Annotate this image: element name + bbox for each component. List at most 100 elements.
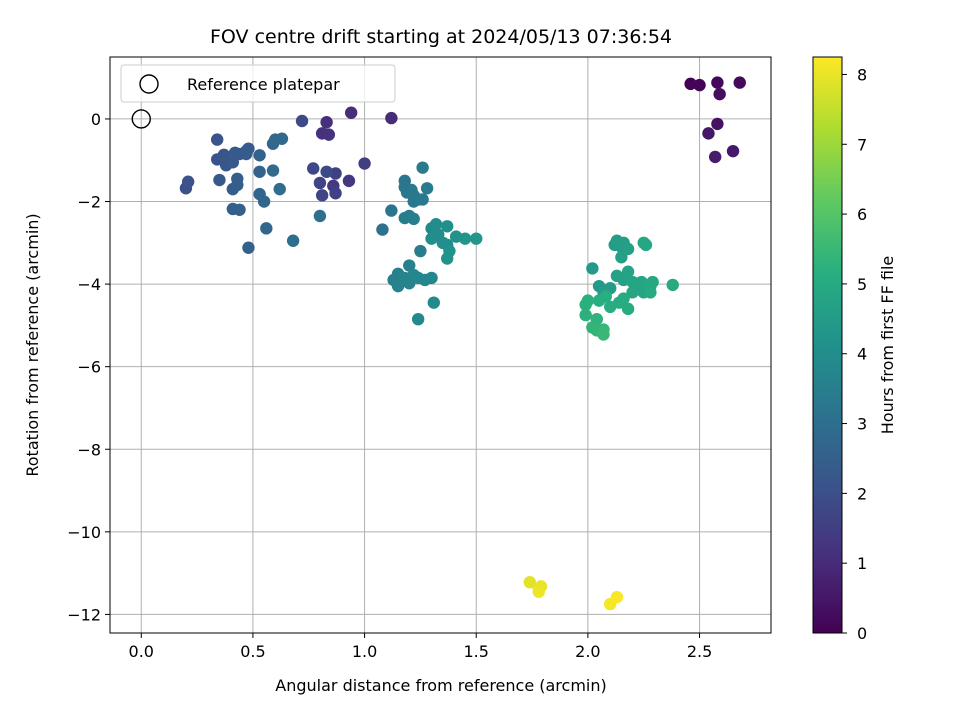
legend-marker-icon (139, 74, 159, 94)
data-point (376, 223, 389, 236)
data-point (391, 279, 405, 293)
colorbar-tick-label: 2 (857, 484, 867, 503)
data-point (313, 209, 327, 223)
data-point (213, 173, 226, 187)
data-point (579, 298, 592, 311)
reference-platepar-marker (131, 109, 151, 129)
plot-area (110, 57, 771, 633)
data-point (713, 87, 726, 101)
y-tick-label: −10 (67, 523, 101, 542)
data-point (579, 308, 592, 322)
data-point (416, 161, 429, 174)
colorbar-tick-label: 5 (857, 275, 867, 294)
x-tick-label: 0.5 (240, 642, 265, 661)
data-point (295, 114, 309, 128)
colorbar-tick-label: 3 (857, 415, 867, 434)
colorbar-ticks: 0 1 2 3 4 5 6 7 8 (842, 65, 867, 643)
data-point (726, 144, 740, 158)
data-point (231, 172, 244, 186)
data-point (523, 576, 537, 589)
grid (110, 57, 771, 633)
data-point (458, 232, 472, 245)
colorbar-tick-label: 7 (857, 135, 867, 154)
data-point (240, 147, 253, 161)
data-point (313, 176, 327, 190)
data-point (702, 127, 715, 140)
data-point (181, 175, 195, 188)
data-point (242, 241, 255, 254)
colorbar-label: Hours from first FF file (878, 256, 897, 435)
data-point (385, 111, 398, 125)
data-point (217, 148, 231, 162)
y-axis-label: Rotation from reference (arcmin) (23, 213, 42, 476)
x-tick-label: 1.0 (352, 642, 377, 661)
legend-label-reference-platepar: Reference platepar (187, 75, 340, 94)
data-point (266, 164, 280, 177)
colorbar-tick-label: 4 (857, 345, 867, 364)
colorbar-tick-label: 1 (857, 554, 867, 573)
data-point (407, 212, 420, 226)
data-point (273, 182, 286, 196)
data-point (226, 156, 240, 169)
y-tick-label: 0 (91, 110, 101, 129)
data-point (403, 259, 416, 272)
plot-frame (109, 56, 772, 634)
data-point (307, 162, 320, 175)
data-point (470, 232, 483, 245)
x-tick-label: 2.0 (575, 642, 600, 661)
data-point (440, 220, 454, 233)
data-point (385, 204, 398, 217)
data-point (286, 234, 300, 247)
data-point (329, 187, 342, 200)
data-point (210, 133, 224, 146)
colorbar-tick-label: 6 (857, 205, 867, 224)
y-tick-label: −12 (67, 605, 101, 624)
colorbar-tick-label: 8 (857, 65, 867, 84)
data-point (320, 165, 333, 178)
y-tick-label: −6 (77, 358, 101, 377)
y-tick-label: −8 (77, 440, 101, 459)
data-point (427, 296, 441, 309)
scatter-points (179, 76, 746, 611)
x-axis-label: Angular distance from reference (arcmin) (275, 676, 606, 695)
x-tick-label: 0.0 (129, 642, 154, 661)
data-point (693, 78, 706, 92)
data-point (666, 278, 679, 292)
data-point (621, 242, 635, 256)
x-axis-ticks: 0.0 0.5 1.0 1.5 2.0 2.5 (129, 633, 712, 661)
data-point (644, 286, 657, 299)
data-point (416, 193, 429, 206)
data-point (733, 76, 746, 89)
data-point (646, 275, 659, 289)
data-point (260, 222, 273, 235)
data-point (425, 232, 438, 245)
x-tick-label: 1.5 (464, 642, 489, 661)
data-point (358, 157, 371, 170)
data-point (604, 300, 617, 314)
data-point (429, 218, 443, 231)
data-point (275, 132, 289, 145)
data-point (320, 116, 333, 129)
data-point (233, 203, 246, 216)
data-point (425, 271, 438, 285)
data-point (615, 251, 628, 264)
y-axis-ticks: 0 −2 −4 −6 −8 −10 −12 (67, 110, 110, 624)
data-point (621, 302, 635, 316)
y-tick-label: −4 (77, 275, 101, 294)
data-point (597, 328, 610, 341)
data-point (711, 117, 724, 131)
data-point (257, 195, 271, 208)
y-tick-label: −2 (77, 193, 101, 212)
data-point (592, 294, 606, 307)
data-point (711, 76, 724, 89)
data-point (342, 174, 356, 188)
data-point (621, 265, 635, 278)
data-point (411, 312, 425, 326)
legend: Reference platepar (120, 64, 396, 103)
legend-box (120, 64, 396, 103)
data-point (322, 128, 336, 141)
chart-title: FOV centre drift starting at 2024/05/13 … (210, 26, 672, 48)
data-point (639, 238, 653, 252)
data-point (586, 262, 599, 275)
